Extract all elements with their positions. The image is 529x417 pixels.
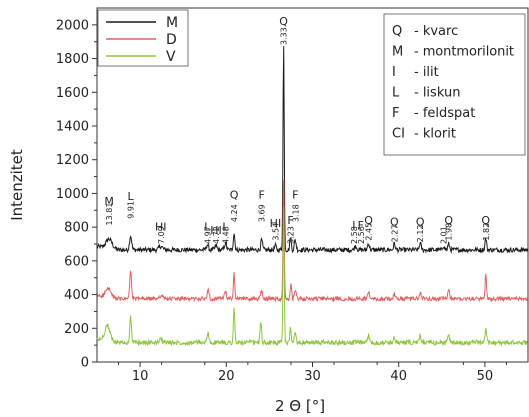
series-line-m	[96, 46, 529, 255]
peak-d-spacing-label: 4.72	[212, 226, 221, 244]
series-layer	[96, 46, 529, 347]
peak-d-spacing-label: 4.97	[203, 226, 212, 244]
peak-d-spacing-label: 2.56	[357, 226, 366, 244]
peak-letter-label: L	[222, 221, 229, 234]
peak-d-spacing-label: 9.91	[127, 201, 136, 219]
axes-layer: 10 20 30 40 50 0 200 400 600 800 1000 1200 1400 1600 1…	[56, 18, 507, 384]
peak-letter-label: Q	[230, 188, 239, 201]
y-tick-label: 1200	[56, 153, 89, 168]
peak-letter-label: F	[258, 188, 264, 201]
x-tick-label: 40	[390, 369, 407, 384]
peak-d-spacing-label: 2.27	[390, 225, 399, 243]
y-tick-label: 1600	[56, 86, 89, 101]
series-line-d	[96, 180, 529, 303]
peak-letter-label: F	[358, 219, 364, 232]
peak-letter-label: Q	[364, 214, 373, 227]
y-tick-label: 1800	[56, 52, 89, 67]
legend-label: V	[166, 49, 176, 65]
key-description: - kvarc	[414, 24, 458, 39]
peak-d-spacing-label: 3.54	[271, 223, 280, 241]
peak-d-spacing-label: 4.48	[221, 226, 230, 244]
peak-d-spacing-label: 13.81	[105, 203, 114, 226]
mineral-key: Q - kvarc M - montmorilonit I - ilit L - liskun…	[383, 13, 526, 156]
y-tick-label: 800	[64, 221, 89, 236]
key-box	[383, 13, 526, 156]
key-description: - liskun	[414, 86, 460, 101]
key-description: - ilit	[414, 65, 439, 80]
peak-letter-label: HI	[155, 221, 167, 234]
key-symbol: L	[392, 86, 400, 101]
y-tick-label: 600	[64, 254, 89, 269]
peak-letter-label: L	[204, 221, 211, 234]
peak-d-spacing-label: 2.12	[416, 225, 425, 243]
peak-letter-label: Q	[390, 215, 399, 228]
peak-letter-label: L	[128, 190, 135, 203]
y-tick-label: 0	[81, 356, 89, 371]
peak-d-spacing-label: 2.58	[350, 226, 359, 244]
peak-d-spacing-label: 1.98	[445, 223, 454, 241]
y-axis-label: Intenzitet	[8, 149, 26, 221]
peak-letter-label: Q	[279, 15, 288, 28]
peak-letter-label: Q	[481, 214, 490, 227]
key-symbol: CI	[392, 127, 405, 142]
y-tick-label: 2000	[56, 18, 89, 33]
y-tick-label: 1000	[56, 187, 89, 202]
peak-d-spacing-label: 2.45	[365, 223, 374, 241]
peak-letter-label: F	[292, 188, 298, 201]
key-description: - klorit	[414, 127, 456, 142]
x-tick-label: 10	[132, 369, 149, 384]
peak-letter-label: I	[352, 219, 355, 232]
peak-letter-label: HI	[270, 217, 282, 230]
peak-d-spacing-label: 7.09	[157, 226, 166, 244]
legend-label: D	[166, 32, 177, 48]
peak-d-spacing-label: 1.82	[482, 223, 491, 241]
y-tick-label: 1400	[56, 120, 89, 135]
y-tick-label: 400	[64, 288, 89, 303]
legend: MDV	[97, 9, 189, 67]
y-tick-label: 200	[64, 322, 89, 337]
peak-d-spacing-label: 3.18	[291, 204, 300, 222]
peak-letter-label: HI	[210, 224, 222, 237]
key-symbol: M	[392, 45, 403, 60]
key-symbol: I	[392, 65, 396, 80]
peak-letter-label: Q	[416, 215, 425, 228]
key-description: - feldspat	[414, 106, 475, 121]
peak-letter-label: M	[104, 195, 114, 208]
peak-d-spacing-label: 4.24	[230, 204, 239, 222]
legend-label: M	[166, 15, 178, 31]
key-symbol: Q	[392, 24, 402, 39]
peak-d-spacing-label: 3.23	[287, 226, 296, 244]
key-symbol: F	[392, 106, 399, 121]
x-axis-label: 2 Θ [°]	[275, 397, 325, 415]
series-line-v	[96, 206, 528, 347]
peak-d-spacing-label: 2.01	[440, 226, 449, 244]
peak-d-spacing-label: 3.69	[258, 204, 267, 222]
x-tick-label: 20	[218, 369, 235, 384]
peak-letter-label: Q	[444, 214, 453, 227]
x-tick-label: 30	[304, 369, 321, 384]
x-tick-label: 50	[477, 369, 494, 384]
peak-letter-label: F	[287, 214, 293, 227]
key-description: - montmorilonit	[414, 45, 514, 60]
peak-d-spacing-label: 3.33	[280, 27, 289, 45]
